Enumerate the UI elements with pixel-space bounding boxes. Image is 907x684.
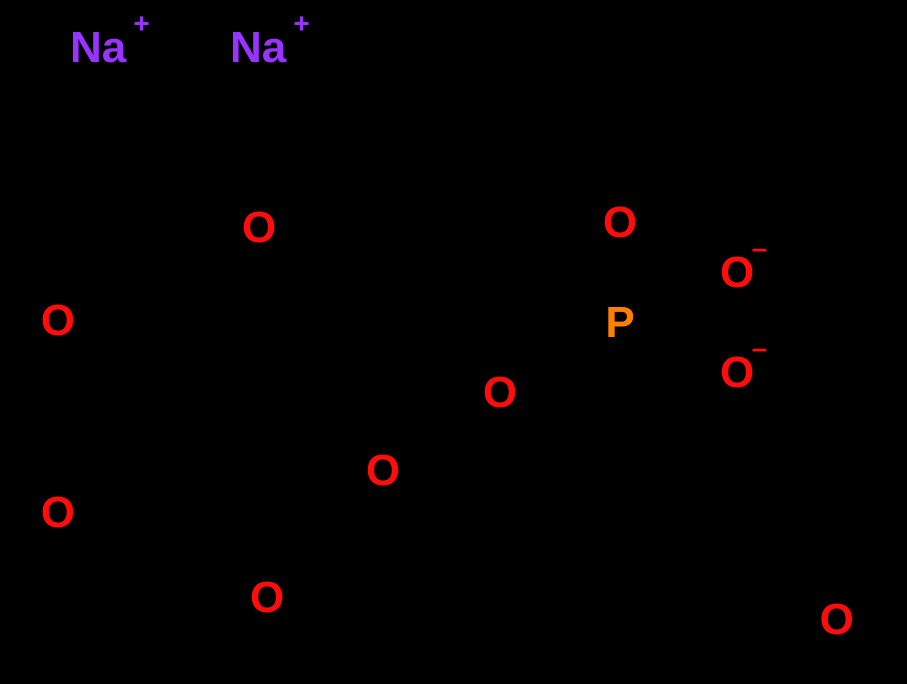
atom-label: H2O — [772, 595, 854, 648]
bond — [275, 275, 380, 335]
atom-label: OH — [242, 203, 308, 252]
atom-label: O — [720, 348, 754, 397]
atom-label: O — [603, 198, 637, 247]
bond — [521, 337, 600, 383]
atom-label: Na — [70, 23, 127, 72]
bond — [99, 326, 165, 333]
atom-label: O — [720, 248, 754, 297]
bond — [170, 475, 280, 533]
atom-label: O — [366, 446, 400, 495]
atom-label: OH — [250, 573, 316, 622]
chemical-structure-diagram: Na+Na+OO–O–POOHHOHOOHOH2O — [0, 0, 907, 684]
atom-label: P — [605, 298, 634, 347]
bond — [280, 533, 282, 576]
bond — [165, 275, 275, 333]
bond — [280, 485, 362, 533]
atom-label: Na — [230, 23, 287, 72]
bond — [97, 475, 170, 506]
bond — [641, 286, 698, 315]
atom-charge: + — [293, 7, 309, 38]
atom-label: O — [483, 368, 517, 417]
bond — [641, 336, 698, 365]
bond — [165, 333, 170, 475]
atom-charge: + — [133, 7, 149, 38]
atom-charge: – — [752, 332, 768, 363]
atom-label: HO — [9, 296, 75, 345]
atom-label: HO — [9, 488, 75, 537]
bond — [380, 335, 382, 449]
atom-charge: – — [752, 232, 768, 263]
bond — [380, 335, 479, 384]
